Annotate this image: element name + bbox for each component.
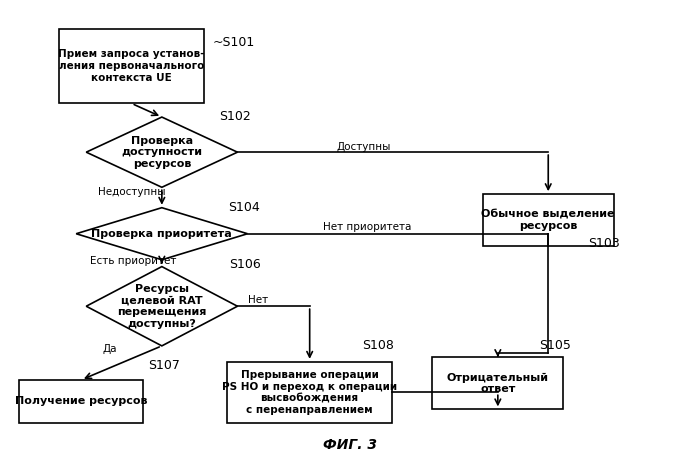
Polygon shape: [86, 117, 237, 187]
FancyBboxPatch shape: [19, 380, 144, 423]
Text: Обычное выделение
ресурсов: Обычное выделение ресурсов: [482, 210, 615, 231]
Text: S106: S106: [229, 258, 261, 270]
Text: S105: S105: [540, 339, 571, 352]
FancyBboxPatch shape: [228, 362, 392, 423]
Text: S107: S107: [148, 359, 181, 371]
Text: ~S101: ~S101: [212, 35, 255, 49]
Polygon shape: [76, 208, 248, 260]
Text: Получение ресурсов: Получение ресурсов: [15, 396, 148, 406]
Text: S102: S102: [219, 110, 251, 123]
Text: Есть приоритет: Есть приоритет: [90, 256, 177, 266]
Text: Нет приоритета: Нет приоритета: [323, 222, 412, 232]
Text: Отрицательный
ответ: Отрицательный ответ: [447, 372, 549, 394]
Text: S108: S108: [362, 339, 394, 352]
Text: Да: Да: [102, 344, 117, 354]
Text: Прерывание операции
PS HO и переход к операции
высвобождения
с перенаправлением: Прерывание операции PS HO и переход к оп…: [222, 370, 397, 415]
FancyBboxPatch shape: [60, 29, 204, 103]
Text: Нет: Нет: [248, 295, 268, 305]
Text: Прием запроса установ-
ления первоначального
контекста UE: Прием запроса установ- ления первоначаль…: [58, 50, 205, 83]
Text: Проверка приоритета: Проверка приоритета: [92, 229, 232, 239]
Text: S103: S103: [589, 237, 620, 250]
Polygon shape: [86, 267, 237, 346]
Text: Ресурсы
целевой RAT
перемещения
доступны?: Ресурсы целевой RAT перемещения доступны…: [117, 284, 206, 329]
Text: S104: S104: [228, 202, 260, 214]
FancyBboxPatch shape: [483, 194, 614, 246]
Text: Доступны: Доступны: [337, 142, 391, 152]
Text: Проверка
доступности
ресурсов: Проверка доступности ресурсов: [121, 135, 202, 169]
Text: ФИГ. 3: ФИГ. 3: [323, 438, 377, 452]
FancyBboxPatch shape: [433, 357, 564, 409]
Text: Недоступны: Недоступны: [98, 186, 165, 197]
